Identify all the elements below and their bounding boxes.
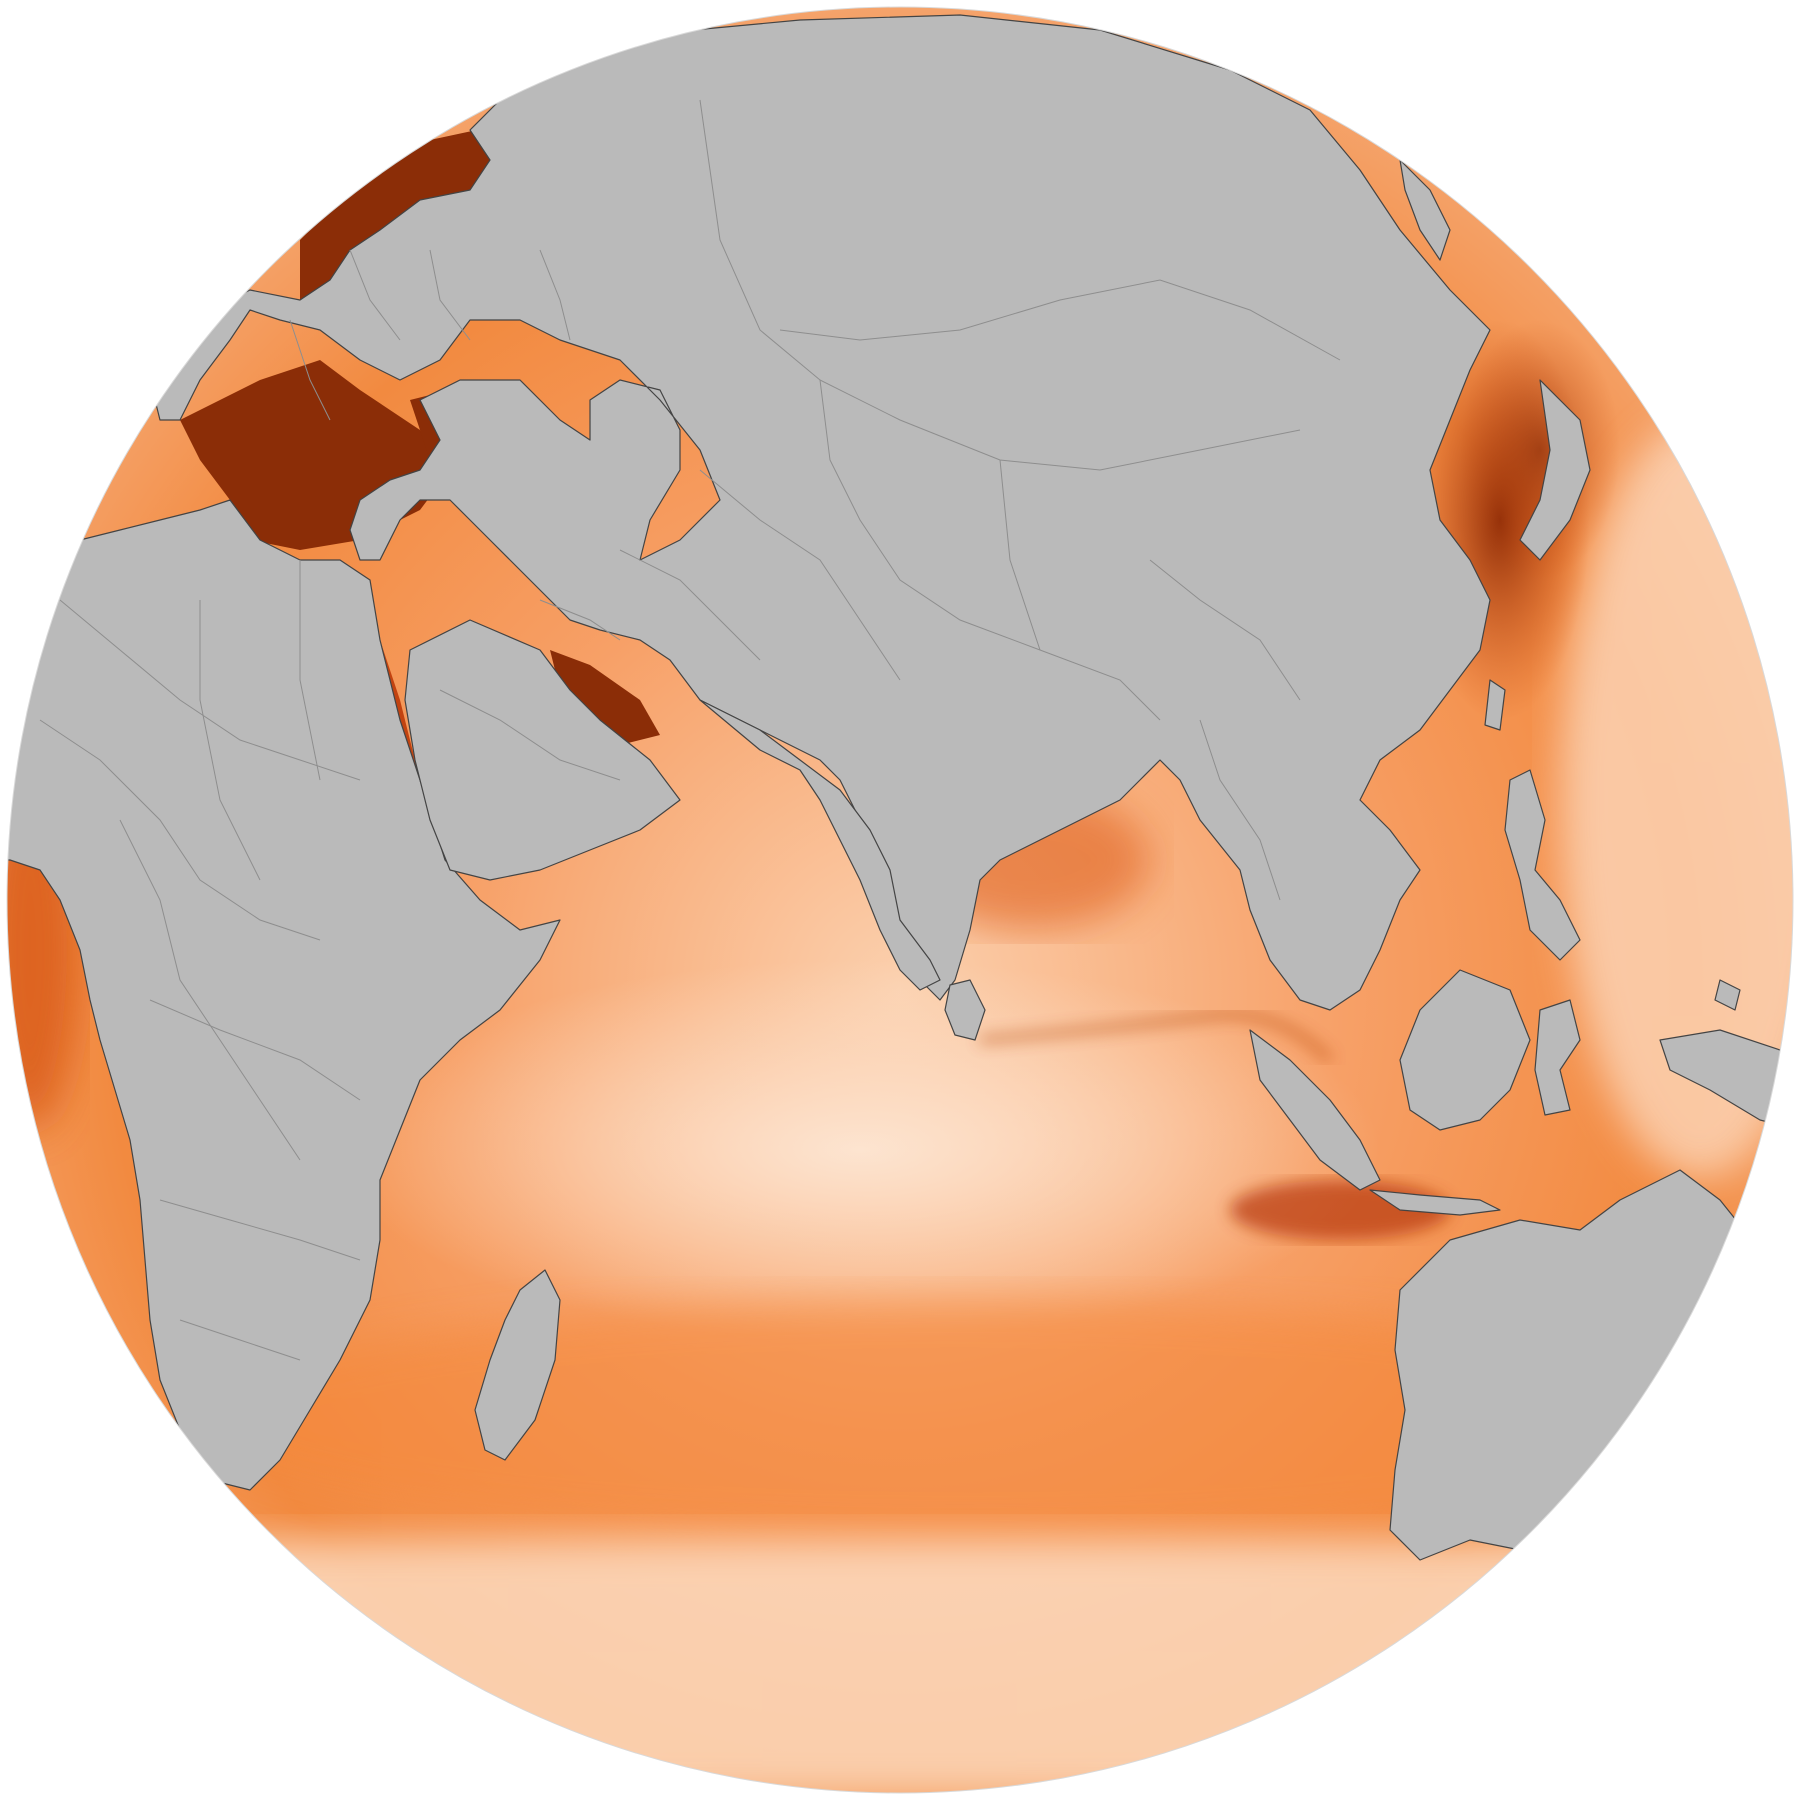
southern-pale-area (0, 1540, 1800, 1800)
